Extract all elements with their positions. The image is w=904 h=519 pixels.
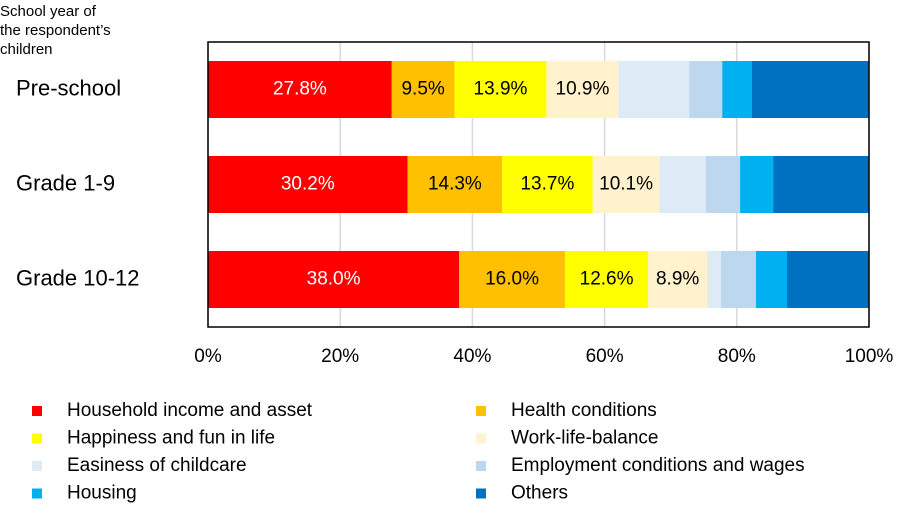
data-label: 27.8% (273, 79, 327, 100)
bar-segment (705, 156, 741, 213)
bar-segment (755, 251, 788, 308)
legend-label: Employment conditions and wages (511, 455, 805, 476)
bar-segment (618, 61, 690, 118)
bar-segment (502, 156, 593, 213)
data-label: 38.0% (307, 269, 361, 290)
data-label: 30.2% (281, 174, 335, 195)
x-tick-label: 20% (321, 346, 359, 367)
legend-swatch (32, 461, 42, 471)
legend-label: Household income and asset (67, 400, 313, 421)
x-tick-label: 100% (845, 346, 894, 367)
legend-label: Others (511, 483, 568, 504)
y-tick-label: Pre-school (16, 75, 121, 100)
bar-segment (787, 251, 869, 308)
legend-swatch (32, 406, 42, 416)
bar-segment (707, 251, 721, 308)
bar-segment (720, 251, 756, 308)
x-tick-label: 0% (194, 346, 222, 367)
bar-segment (407, 156, 503, 213)
legend-swatch (476, 433, 486, 444)
y-axis-title: children (0, 41, 53, 58)
data-label: 13.7% (520, 174, 574, 195)
x-tick-label: 40% (453, 346, 491, 367)
bar-segment (208, 251, 460, 308)
bar-segment (659, 156, 706, 213)
data-label: 9.5% (401, 79, 444, 100)
legend-swatch (32, 488, 42, 499)
data-label: 10.1% (599, 174, 653, 195)
x-tick-label: 80% (718, 346, 756, 367)
bar-segment (564, 251, 649, 308)
bar-segment (740, 156, 774, 213)
x-tick-label: 60% (586, 346, 624, 367)
legend-label: Easiness of childcare (67, 455, 247, 476)
legend-label: Housing (67, 483, 137, 504)
legend-swatch (476, 488, 486, 499)
bar-segment (454, 61, 547, 118)
bar-segment (722, 61, 753, 118)
bar-segment (752, 61, 869, 118)
bar-segment (592, 156, 660, 213)
bar-segment (546, 61, 619, 118)
data-label: 8.9% (656, 269, 699, 290)
bar-segment (773, 156, 869, 213)
bar-segment (459, 251, 565, 308)
y-axis-title: the respondent’s (0, 22, 111, 39)
data-label: 16.0% (485, 269, 539, 290)
y-tick-label: Grade 1-9 (16, 170, 115, 195)
legend-label: Work-life-balance (511, 428, 658, 449)
data-label: 14.3% (428, 174, 482, 195)
bar-segment (689, 61, 723, 118)
y-axis-title: School year of (0, 3, 97, 20)
bar-segment (648, 251, 708, 308)
data-label: 13.9% (474, 79, 528, 100)
legend-label: Happiness and fun in life (67, 428, 275, 449)
bar-segment (208, 156, 408, 213)
bar-segment (208, 61, 392, 118)
data-label: 12.6% (580, 269, 634, 290)
legend-swatch (32, 433, 42, 444)
data-label: 10.9% (556, 79, 610, 100)
legend-swatch (476, 461, 486, 471)
legend-swatch (476, 406, 486, 416)
plot-frame (207, 41, 870, 328)
legend-label: Health conditions (511, 400, 657, 421)
bar-segment (391, 61, 455, 118)
y-tick-label: Grade 10-12 (16, 265, 140, 290)
